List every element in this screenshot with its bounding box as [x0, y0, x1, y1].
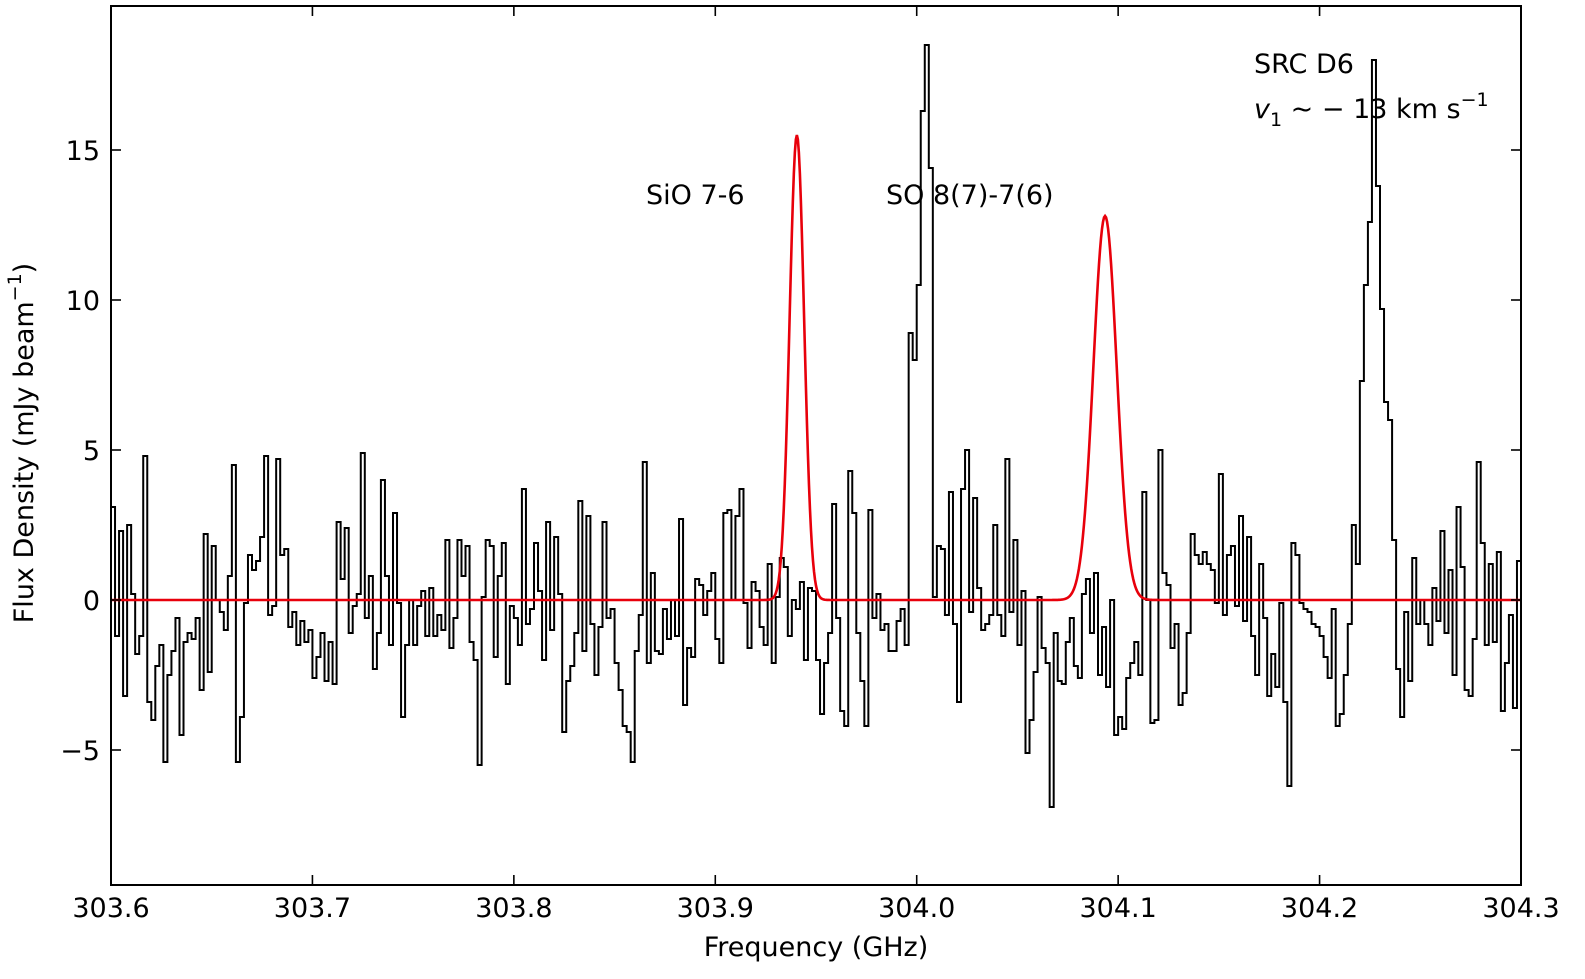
velocity-label: v1 ∼ − 13 km s−1 [1254, 89, 1489, 131]
x-tick-label: 304.2 [1281, 893, 1358, 924]
x-tick-label: 304.3 [1482, 893, 1559, 924]
tick-labels: 303.6 303.7 303.8 303.9 304.0 304.1 304.2 304.3… [60, 136, 1559, 924]
y-tick-label: 0 [83, 586, 100, 617]
line-label-sio: SiO 7-6 [646, 180, 745, 211]
x-tick-label: 304.0 [878, 893, 955, 924]
y-axis-label: Flux Density (mJy beam−1) [4, 263, 40, 623]
x-tick-label: 303.7 [274, 893, 351, 924]
x-tick-label: 303.8 [475, 893, 552, 924]
x-tick-label: 304.1 [1079, 893, 1156, 924]
y-tick-label: 10 [66, 286, 100, 317]
line-label-so: SO 8(7)-7(6) [886, 180, 1054, 211]
source-label: SRC D6 [1254, 49, 1354, 80]
gaussian-fit-line [111, 134, 1521, 602]
spectrum-steps [111, 44, 1521, 808]
y-tick-label: 15 [66, 136, 100, 167]
x-tick-label: 303.6 [72, 893, 149, 924]
y-tick-label: 5 [83, 436, 100, 467]
x-axis-label: Frequency (GHz) [704, 932, 929, 963]
plot-area [111, 44, 1521, 808]
y-tick-label: −5 [60, 736, 100, 767]
axis-ticks [110, 6, 1522, 885]
axes-frame [110, 5, 1522, 886]
x-tick-label: 303.9 [677, 893, 754, 924]
